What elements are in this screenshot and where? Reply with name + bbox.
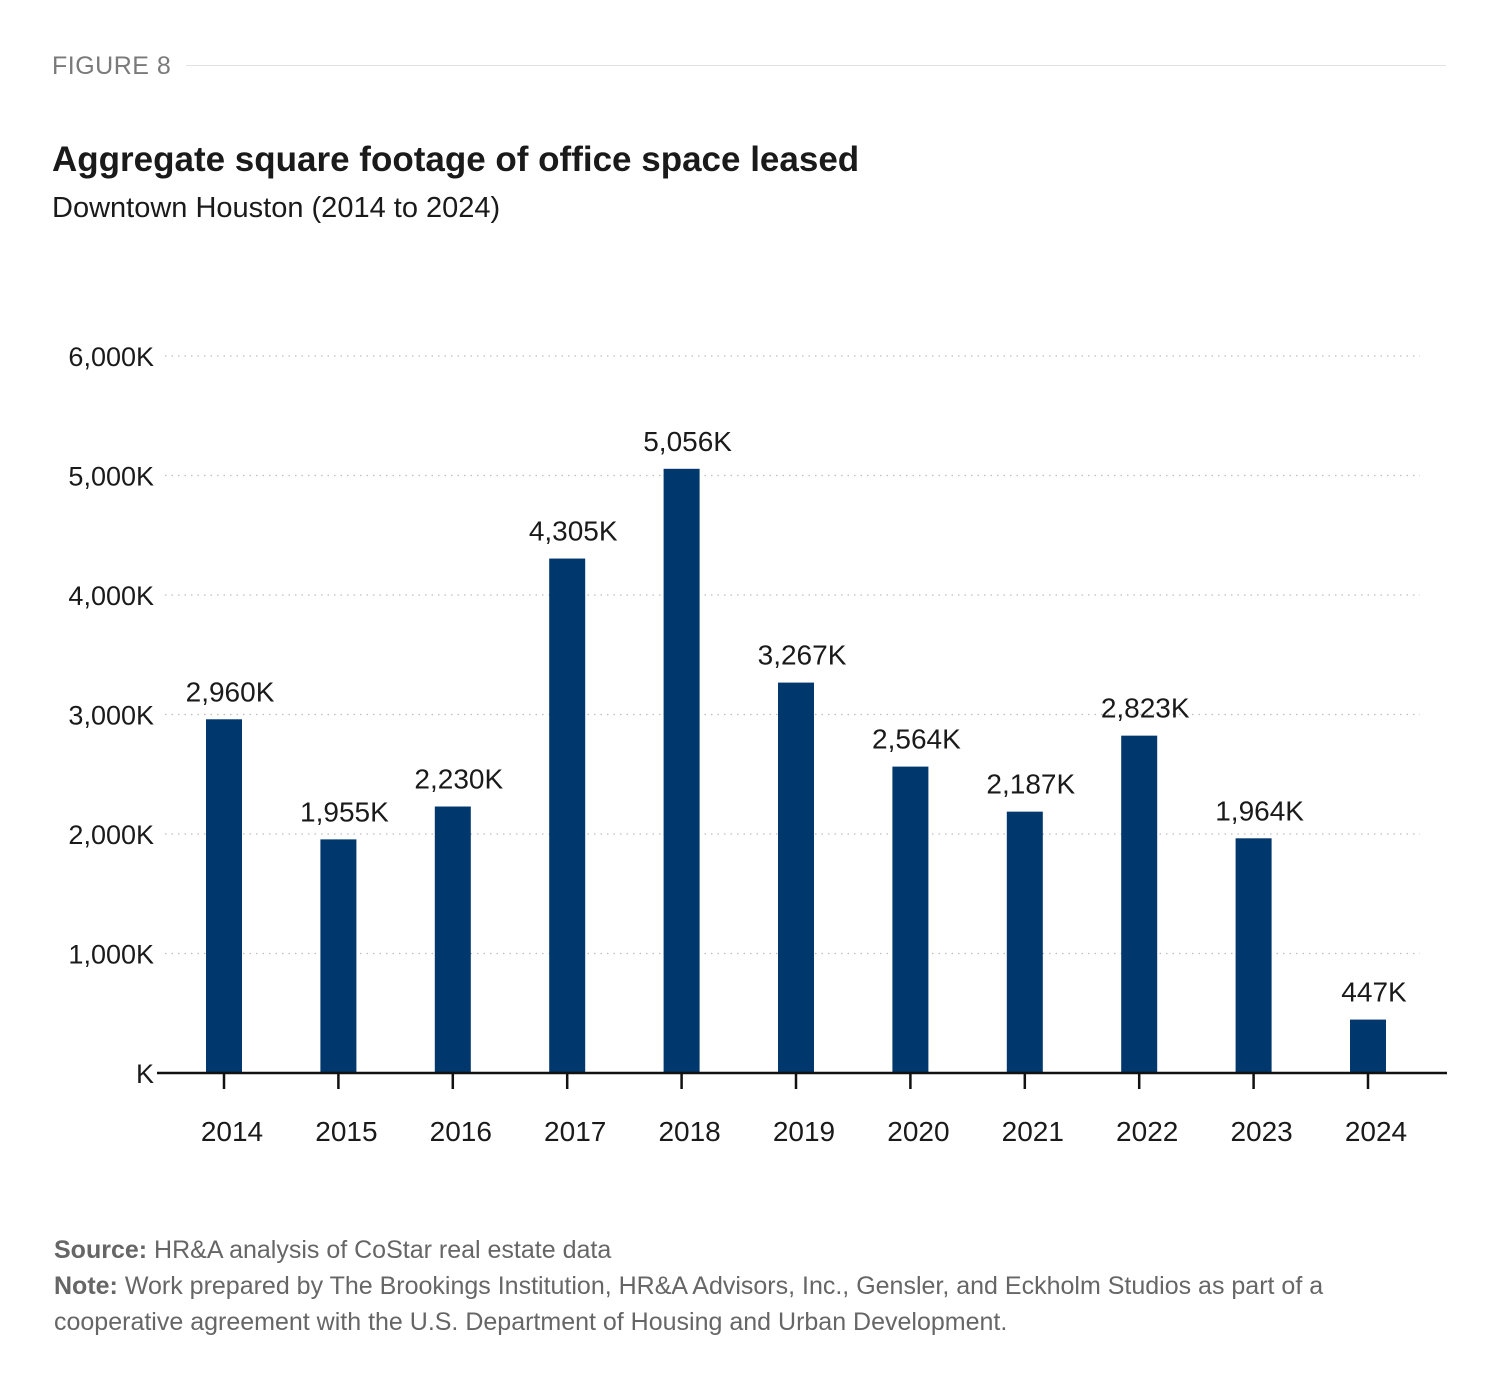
x-tick-label: 2021: [1002, 1116, 1064, 1147]
chart-title: Aggregate square footage of office space…: [52, 140, 860, 179]
data-label: 447K: [1341, 977, 1407, 1008]
x-tick-label: 2020: [887, 1116, 949, 1147]
bar: [320, 839, 357, 1073]
y-tick-label: 3,000K: [68, 701, 154, 731]
x-tick-label: 2018: [658, 1116, 720, 1147]
data-label: 3,267K: [758, 640, 847, 671]
bar: [549, 558, 586, 1073]
data-label: 4,305K: [529, 516, 618, 547]
data-label: 2,823K: [1101, 693, 1190, 724]
data-label: 1,955K: [300, 796, 389, 827]
bar: [663, 468, 700, 1073]
y-tick-label: K: [136, 1059, 154, 1089]
y-tick-label: 1,000K: [68, 940, 154, 970]
y-tick-label: 6,000K: [68, 342, 154, 372]
y-tick-label: 4,000K: [68, 581, 154, 611]
x-tick-label: 2024: [1345, 1116, 1407, 1147]
x-tick-label: 2022: [1116, 1116, 1178, 1147]
source-text: HR&A analysis of CoStar real estate data: [154, 1236, 612, 1264]
bar-chart: K 1,000K 2,000K 3,000K 4,000K 5,000K 6,000K 2,9…: [68, 342, 1447, 1147]
bar: [1006, 811, 1043, 1073]
source-label: Source:: [54, 1236, 148, 1264]
data-label: 2,187K: [986, 769, 1075, 800]
chart-subtitle: Downtown Houston (2014 to 2024): [52, 192, 501, 224]
source-line: Source: HR&A analysis of CoStar real est…: [54, 1232, 1454, 1268]
bar: [1235, 838, 1272, 1073]
bar: [892, 766, 929, 1073]
note-line: Note: Work prepared by The Brookings Ins…: [54, 1268, 1454, 1340]
bar: [1350, 1019, 1386, 1073]
x-tick-label: 2014: [201, 1116, 263, 1147]
note-text: Work prepared by The Brookings Instituti…: [54, 1272, 1324, 1336]
footer: Source: HR&A analysis of CoStar real est…: [54, 1232, 1454, 1340]
y-tick-label: 5,000K: [68, 462, 154, 492]
x-tick-label: 2015: [315, 1116, 377, 1147]
data-label: 2,960K: [186, 676, 275, 707]
x-tick-label: 2017: [544, 1116, 606, 1147]
note-label: Note:: [54, 1272, 118, 1300]
figure-label: FIGURE 8: [52, 52, 172, 80]
bar: [434, 806, 471, 1073]
x-tick-label: 2016: [430, 1116, 492, 1147]
y-tick-label: 2,000K: [68, 820, 154, 850]
bar: [206, 719, 242, 1073]
x-tick-label: 2023: [1230, 1116, 1292, 1147]
data-label: 1,964K: [1215, 795, 1304, 826]
data-label: 5,056K: [643, 426, 732, 457]
bar: [1121, 735, 1158, 1073]
data-label: 2,564K: [872, 724, 961, 755]
figure-rule: [186, 65, 1446, 66]
x-tick-label: 2019: [773, 1116, 835, 1147]
bar: [778, 682, 814, 1073]
data-label: 2,230K: [414, 764, 503, 795]
